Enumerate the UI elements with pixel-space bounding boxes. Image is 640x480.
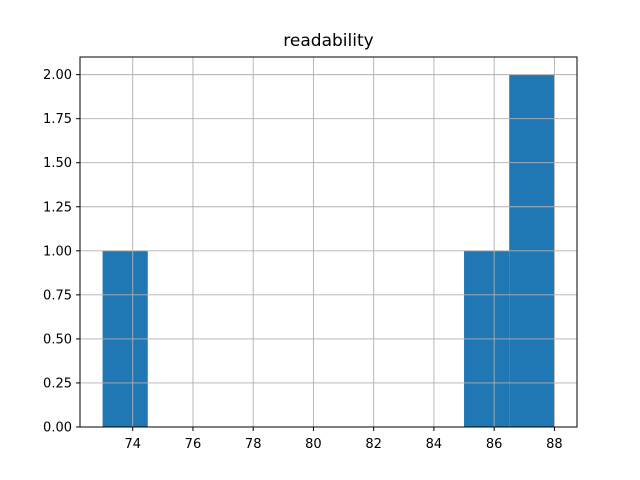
x-tick-label: 74 <box>124 437 141 452</box>
y-tick-label: 2.00 <box>43 68 72 83</box>
x-tick-label: 80 <box>305 437 322 452</box>
x-tick-label: 76 <box>185 437 202 452</box>
x-tick-label: 88 <box>546 437 563 452</box>
x-tick-label: 78 <box>245 437 262 452</box>
x-tick-label: 86 <box>486 437 503 452</box>
x-tick-label: 84 <box>426 437 443 452</box>
y-tick-label: 0.75 <box>43 288 72 303</box>
plot-border <box>79 56 578 428</box>
y-tick-label: 1.50 <box>43 156 72 171</box>
y-tick-label: 1.25 <box>43 200 72 215</box>
chart-title: readability <box>283 31 374 51</box>
y-tick-label: 1.75 <box>43 112 72 127</box>
y-tick-label: 0.25 <box>43 376 72 391</box>
x-tick-label: 82 <box>365 437 382 452</box>
y-tick-label: 0.00 <box>43 421 72 436</box>
y-tick-label: 0.50 <box>43 332 72 347</box>
y-tick-label: 1.00 <box>43 244 72 259</box>
